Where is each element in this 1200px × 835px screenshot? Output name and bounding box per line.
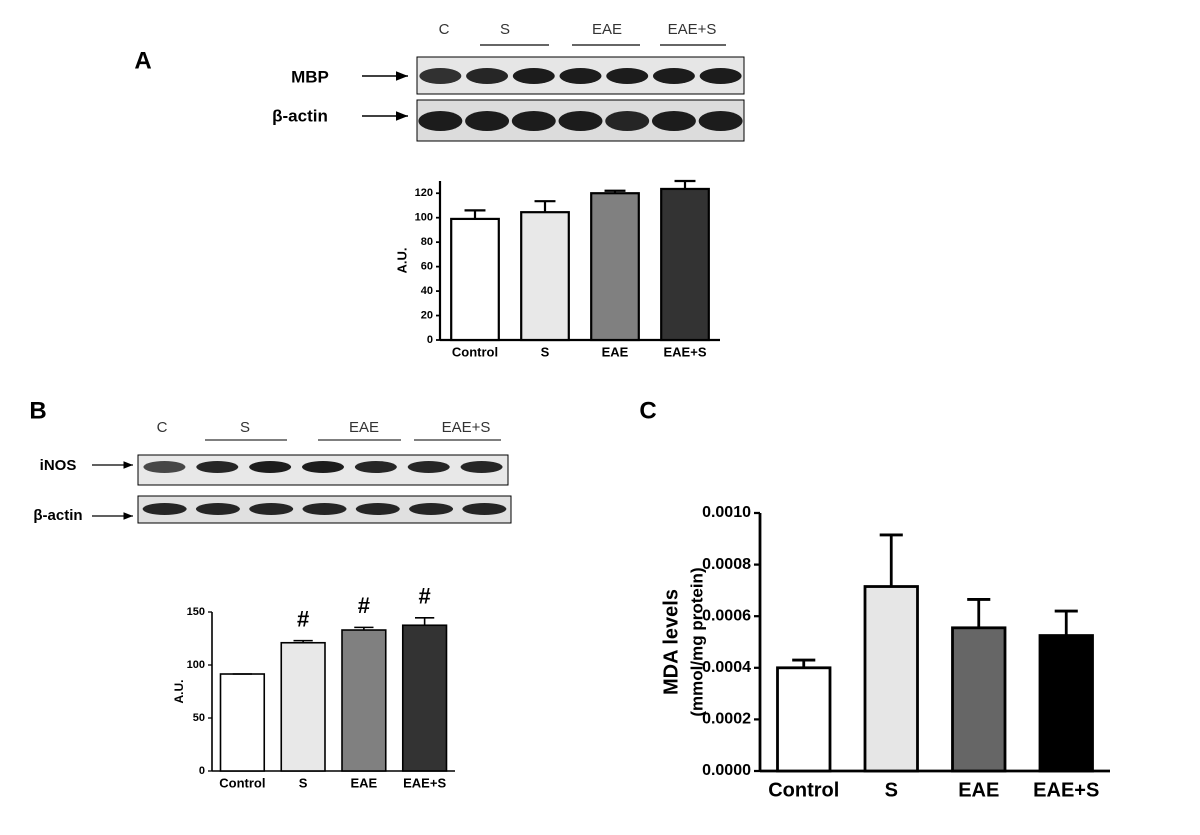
bar: [776, 666, 832, 773]
x-tick-label: S: [541, 344, 550, 359]
blot-band: [699, 68, 742, 84]
blot-band: [462, 503, 507, 515]
y-tick-label: 0.0010: [702, 504, 751, 521]
blot-band: [249, 461, 292, 473]
bar: [951, 626, 1007, 773]
blot-band: [558, 111, 603, 131]
y-tick-label: 0.0004: [702, 659, 751, 676]
y-tick-label: 100: [187, 659, 205, 671]
chart: 0 50 100 150 A.U. Control # S # EAE # EAE+S: [172, 584, 455, 790]
lane-label: C: [157, 419, 168, 436]
bar: [341, 629, 387, 772]
x-tick-label: S: [885, 779, 898, 801]
blot-band: [419, 68, 462, 84]
y-tick-label: 100: [415, 212, 433, 224]
y-tick-label: 150: [187, 606, 205, 618]
lane-label: EAE: [592, 21, 622, 38]
x-tick-label: EAE: [958, 779, 999, 801]
significance-marker: #: [297, 606, 309, 631]
y-tick-label: 0.0002: [702, 711, 751, 728]
blot-band: [511, 111, 556, 131]
blot-band: [196, 461, 239, 473]
x-tick-label: Control: [452, 344, 498, 359]
bar: [401, 624, 448, 772]
blot-band: [465, 111, 510, 131]
blot-band: [249, 503, 294, 515]
y-tick-label: 0.0008: [702, 556, 751, 573]
lane-label: S: [500, 21, 510, 38]
bar: [450, 217, 500, 342]
y-tick-label: 0.0006: [702, 607, 751, 624]
y-axis-label: (mmol/mg protein): [687, 567, 706, 716]
blot-band: [651, 111, 696, 131]
lane-label: EAE+S: [442, 419, 491, 436]
bar: [1038, 634, 1094, 773]
y-axis-label: A.U.: [394, 248, 409, 274]
blot-band: [355, 503, 400, 515]
y-tick-label: 60: [421, 261, 433, 273]
blot-band: [195, 503, 240, 515]
panel-label: A: [134, 47, 151, 74]
y-tick-label: 0.0000: [702, 762, 751, 779]
lane-label: C: [439, 21, 450, 38]
y-tick-label: 0: [427, 334, 433, 346]
x-tick-label: Control: [768, 779, 839, 801]
y-tick-label: 20: [421, 309, 433, 321]
row-label: β-actin: [272, 106, 328, 125]
row-label: MBP: [291, 67, 329, 86]
bar: [219, 673, 266, 772]
blot-band: [606, 68, 649, 84]
blot-band: [512, 68, 555, 84]
lane-label: S: [240, 419, 250, 436]
blot-band: [460, 461, 503, 473]
bar: [863, 585, 919, 773]
row-label: β-actin: [33, 507, 82, 524]
panel-label: B: [29, 397, 46, 424]
x-tick-label: EAE: [602, 344, 629, 359]
y-tick-label: 40: [421, 285, 433, 297]
x-tick-label: EAE: [351, 775, 378, 790]
x-tick-label: EAE+S: [1033, 779, 1099, 801]
blot-band: [418, 111, 463, 131]
panel-label: C: [639, 397, 656, 424]
y-axis-label: A.U.: [172, 680, 186, 704]
y-axis-label: MDA levels: [660, 589, 682, 695]
lane-label: EAE: [349, 419, 379, 436]
significance-marker: #: [358, 593, 370, 618]
significance-marker: #: [419, 584, 431, 609]
x-tick-label: EAE+S: [403, 775, 446, 790]
blot-band: [466, 68, 509, 84]
x-tick-label: EAE+S: [664, 344, 707, 359]
x-tick-label: S: [299, 775, 308, 790]
blot-band: [652, 68, 695, 84]
blot-band: [409, 503, 454, 515]
bar: [590, 192, 640, 342]
blot-band: [143, 461, 186, 473]
lane-label: EAE+S: [668, 21, 717, 38]
blot-band: [142, 503, 187, 515]
x-tick-label: Control: [219, 775, 265, 790]
y-tick-label: 50: [193, 712, 205, 724]
blot-band: [302, 503, 347, 515]
y-tick-label: 120: [415, 187, 433, 199]
y-tick-label: 0: [199, 765, 205, 777]
blot-band: [605, 111, 650, 131]
blot-band: [407, 461, 450, 473]
blot-band: [559, 68, 602, 84]
chart: 0 20 40 60 80 100 120 A.U. Control S EAE EAE+S: [394, 179, 720, 359]
bar: [660, 187, 710, 342]
bar: [280, 641, 326, 772]
bar: [520, 211, 570, 342]
chart: 0.0000 0.0002 0.0004 0.0006 0.0008 0.0010 MDA …: [660, 504, 1110, 801]
row-label: iNOS: [40, 457, 77, 474]
y-tick-label: 80: [421, 236, 433, 248]
blot-band: [354, 461, 397, 473]
blot-band: [698, 111, 743, 131]
blot-band: [302, 461, 344, 473]
